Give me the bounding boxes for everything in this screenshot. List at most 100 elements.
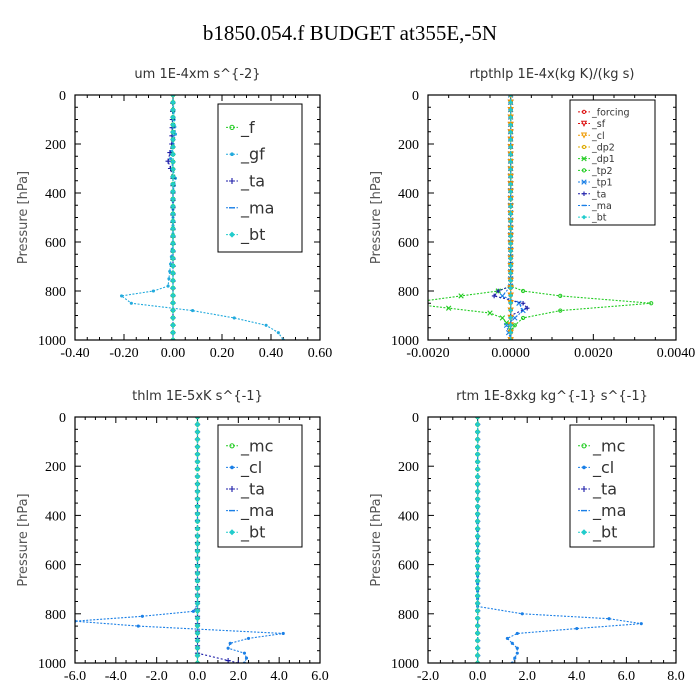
- data-point: [508, 196, 513, 202]
- data-point: [508, 159, 513, 165]
- series-line: [196, 417, 239, 663]
- x-tick-label: 0.20: [210, 346, 235, 361]
- data-point: [508, 152, 513, 157]
- legend-label: _bt: [240, 523, 265, 543]
- data-point: [194, 593, 201, 599]
- data-point: [170, 107, 176, 113]
- plot-frame: [74, 416, 321, 664]
- data-point: [170, 263, 176, 269]
- data-point: [475, 511, 481, 517]
- data-point: [170, 329, 176, 336]
- legend-swatch-marker: [581, 168, 587, 173]
- legend-item-cl: _cl: [578, 131, 605, 142]
- data-point: [191, 309, 195, 313]
- data-point: [508, 218, 513, 224]
- y-tick-label: 1000: [391, 657, 419, 672]
- x-tick-label: 0.0: [469, 669, 487, 684]
- x-tick-label: 2.0: [230, 669, 248, 684]
- legend-swatch-marker: [229, 443, 235, 449]
- legend: _f _gf _ta _ma _bt: [217, 103, 303, 253]
- data-point: [512, 315, 518, 321]
- data-point: [194, 608, 201, 614]
- data-point: [508, 300, 513, 306]
- y-tick-label: 800: [45, 608, 66, 623]
- legend-label: _ta: [592, 480, 617, 500]
- data-point: [194, 511, 201, 517]
- data-point: [607, 617, 611, 621]
- y-tick-label: 200: [45, 460, 66, 475]
- x-tick-label: 4.0: [270, 669, 288, 684]
- legend-swatch-marker: [581, 109, 587, 114]
- legend-label: _forcing: [591, 107, 630, 118]
- data-point: [170, 151, 176, 157]
- y-tick-label: 400: [398, 509, 419, 524]
- data-point: [475, 496, 481, 502]
- data-point: [170, 114, 176, 120]
- data-point: [170, 278, 176, 284]
- data-point: [276, 331, 280, 335]
- x-tick-label: 0.60: [308, 346, 333, 361]
- plot-area: [428, 95, 654, 340]
- y-axis-label: Pressure [hPa]: [16, 171, 31, 264]
- y-tick-label: 600: [45, 236, 66, 251]
- legend-label: _bt: [240, 225, 265, 245]
- x-tick-label: 0.0000: [491, 346, 530, 361]
- legend-swatch-marker: [229, 486, 235, 492]
- data-point: [170, 248, 176, 254]
- legend-label: _ma: [591, 201, 612, 212]
- x-tick-label: 4.0: [568, 669, 586, 684]
- data-point: [194, 660, 201, 663]
- data-point: [194, 481, 201, 487]
- data-point: [475, 488, 481, 495]
- data-point: [170, 270, 176, 276]
- x-tick-label: 6.0: [618, 669, 636, 684]
- x-tick-label: -6.0: [64, 669, 86, 684]
- data-point: [515, 651, 519, 655]
- data-point: [194, 600, 201, 606]
- legend-label: _dp2: [591, 142, 615, 153]
- legend-label: _ma: [240, 501, 274, 521]
- data-point: [508, 226, 513, 231]
- data-point: [194, 585, 201, 592]
- legend-swatch-marker: [581, 486, 587, 492]
- y-tick-label: 400: [398, 187, 419, 202]
- data-point: [194, 578, 201, 584]
- panel-um: um 1E-4xm s^{-2} Pressure [hPa] -0.40 -0.20…: [16, 67, 332, 361]
- figure-title: b1850.054.f BUDGET at355E,-5N: [203, 21, 497, 45]
- y-axis-label: Pressure [hPa]: [369, 171, 384, 264]
- data-point: [475, 518, 481, 524]
- legend-item-ta: _ta: [578, 189, 606, 200]
- data-point: [194, 615, 201, 621]
- data-point: [475, 600, 481, 606]
- legend-label: _cl: [591, 131, 605, 142]
- legend-label: _ta: [240, 480, 265, 500]
- series-dp1: [428, 95, 514, 340]
- data-point: [510, 641, 514, 645]
- legend-item-cl: _cl: [226, 458, 262, 478]
- data-point: [503, 322, 510, 328]
- data-point: [475, 526, 481, 532]
- data-point: [458, 293, 464, 299]
- legend-label: _gf: [240, 145, 265, 165]
- data-point: [475, 593, 481, 599]
- data-point: [513, 656, 517, 660]
- data-point: [170, 159, 176, 165]
- data-point: [512, 323, 517, 328]
- data-point: [508, 211, 513, 217]
- x-tick-label: 0.0: [189, 669, 207, 684]
- legend-item-bt: _bt: [578, 523, 617, 543]
- data-point: [508, 248, 513, 254]
- series-bt: [170, 95, 176, 340]
- data-point: [194, 541, 201, 547]
- legend-item-f: _f: [226, 118, 255, 138]
- legend-label: _cl: [240, 458, 262, 478]
- data-point: [170, 196, 176, 202]
- legend-swatch-marker: [230, 152, 234, 156]
- x-tick-label: 8.0: [667, 669, 685, 684]
- data-point: [242, 651, 247, 655]
- data-point: [129, 301, 133, 305]
- legend-swatch-marker: [229, 124, 235, 131]
- data-point: [475, 645, 481, 651]
- data-point: [475, 652, 481, 659]
- data-point: [244, 656, 249, 660]
